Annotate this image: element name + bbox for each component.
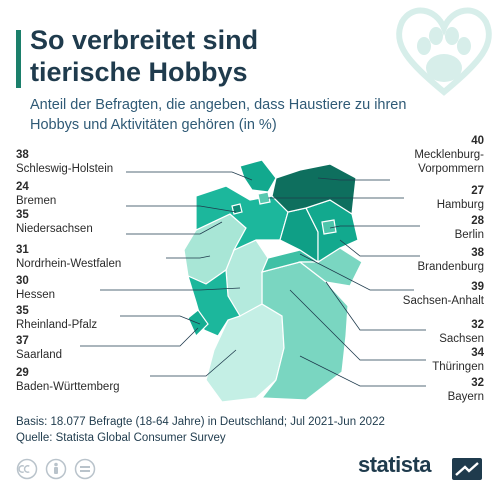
label-schleswig-holstein: 38 Schleswig-Holstein [16,149,114,175]
person-icon [45,458,67,480]
title-accent-bar [16,30,21,88]
label-hessen: 30 Hessen [16,275,55,301]
germany-map [80,159,426,403]
region-berlin [321,219,337,235]
cc-license-icons [16,458,96,480]
region-mecklenburg-vorpommern [271,163,357,216]
statista-logo-icon [452,458,482,480]
equals-icon [74,458,96,480]
label-rheinland-pfalz: 35 Rheinland-Pfalz [16,305,98,331]
label-berlin: 28 Berlin [454,215,484,241]
label-sachsen: 32 Sachsen [439,319,484,345]
label-nrw: 31 Nordrhein-Westfalen [16,244,122,270]
label-hamburg: 27 Hamburg [436,185,484,211]
label-niedersachsen: 35 Niedersachsen [16,209,93,235]
label-mecklenburg-vorpommern: 40 Mecklenburg- Vorpommern [414,135,484,175]
footer-basis: Basis: 18.077 Befragte (18-64 Jahre) in … [16,416,385,428]
label-bayern: 32 Bayern [447,377,484,403]
paw-heart-icon [396,7,492,96]
label-baden-wuerttemberg: 29 Baden-Württemberg [16,367,120,393]
region-schleswig-holstein [239,159,277,193]
label-thueringen: 34 Thüringen [432,347,484,373]
cc-icon [16,458,38,480]
brand-name: statista [358,452,432,477]
page-title: So verbreitet sind tierische Hobbys [30,25,259,87]
leader-lines [80,171,426,387]
subtitle: Anteil der Befragten, die angeben, dass … [30,97,407,133]
label-bremen: 24 Bremen [16,181,57,207]
footer-notes: Basis: 18.077 Befragte (18-64 Jahre) in … [16,414,385,446]
label-brandenburg: 38 Brandenburg [417,247,485,273]
region-hamburg [257,191,271,205]
label-saarland: 37 Saarland [16,335,63,361]
label-sachsen-anhalt: 39 Sachsen-Anhalt [402,281,484,307]
footer-source: Quelle: Statista Global Consumer Survey [16,432,226,444]
region-bremen [231,203,243,215]
